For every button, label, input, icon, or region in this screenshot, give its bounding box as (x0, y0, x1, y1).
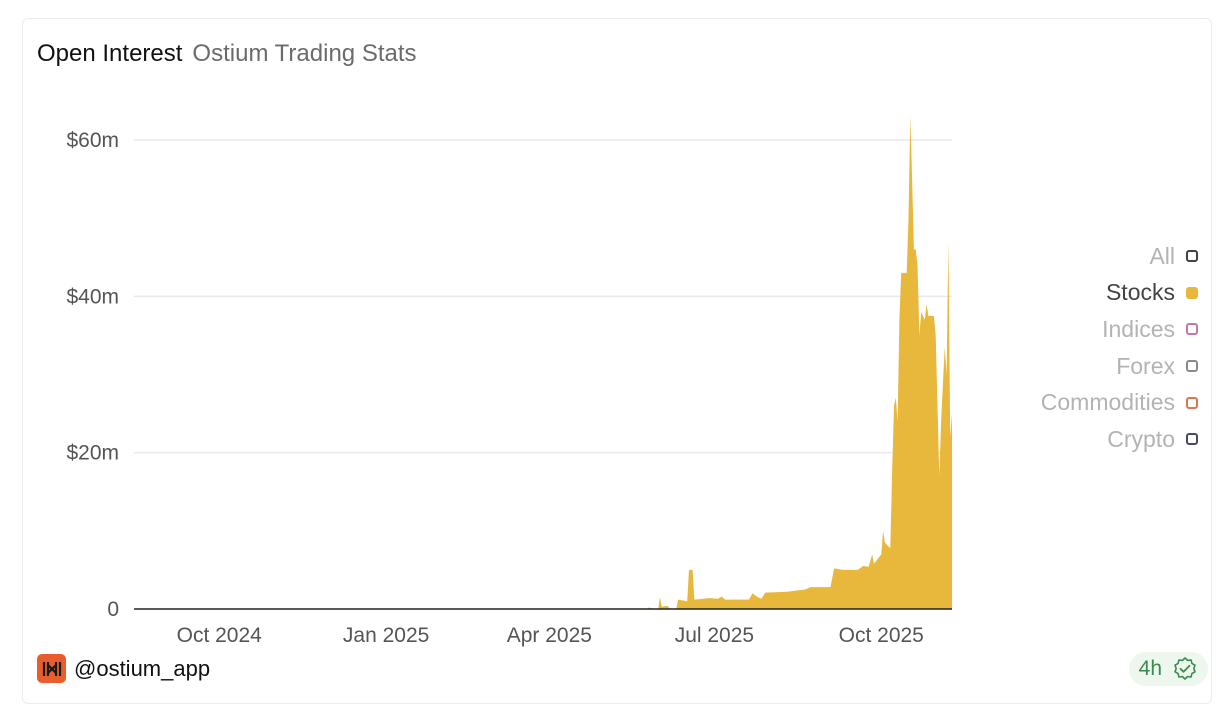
ostium-logo-icon (37, 654, 66, 683)
x-tick-label: Jan 2025 (343, 624, 429, 647)
y-tick-label: $40m (66, 285, 119, 308)
legend-swatch (1186, 286, 1198, 299)
legend-swatch (1186, 360, 1198, 373)
chart-title: Open Interest (37, 40, 183, 67)
chart-card (22, 18, 1212, 704)
refresh-interval-label: 4h (1138, 657, 1162, 680)
legend-swatch (1186, 323, 1198, 336)
legend-label: Stocks (1105, 279, 1175, 306)
legend-item-forex[interactable]: Forex (1116, 348, 1198, 385)
legend-item-commodities[interactable]: Commodities (1041, 384, 1198, 421)
legend-item-stocks[interactable]: Stocks (1106, 275, 1198, 312)
series-area-stocks (134, 116, 952, 609)
legend-swatch (1186, 396, 1198, 409)
x-tick-label: Oct 2024 (177, 624, 263, 647)
x-tick-label: Apr 2025 (507, 624, 592, 647)
legend-label: Indices (1102, 315, 1175, 342)
legend-swatch (1186, 250, 1198, 263)
y-tick-label: $60m (66, 129, 119, 152)
legend-swatch (1186, 433, 1198, 446)
x-tick-label: Oct 2025 (839, 624, 924, 647)
legend-label: All (1149, 242, 1175, 269)
account-handle[interactable]: @ostium_app (74, 655, 211, 681)
legend-item-all[interactable]: All (1149, 238, 1198, 275)
chart-header: Open Interest Ostium Trading Stats (37, 40, 417, 68)
legend-label: Crypto (1107, 425, 1175, 452)
x-tick-label: Jul 2025 (675, 624, 754, 647)
chart-subtitle: Ostium Trading Stats (192, 40, 417, 67)
account-attribution: @ostium_app (37, 654, 210, 683)
legend-item-crypto[interactable]: Crypto (1107, 421, 1198, 458)
legend-item-indices[interactable]: Indices (1102, 311, 1198, 348)
y-tick-label: $20m (66, 442, 119, 465)
refresh-interval-badge[interactable]: 4h (1128, 652, 1208, 686)
legend-label: Forex (1116, 352, 1175, 379)
y-tick-label: 0 (107, 598, 119, 621)
legend: All Stocks Indices Forex Commodities Crypto (1041, 238, 1198, 458)
legend-label: Commodities (1040, 389, 1175, 416)
verified-check-icon (1174, 657, 1196, 680)
